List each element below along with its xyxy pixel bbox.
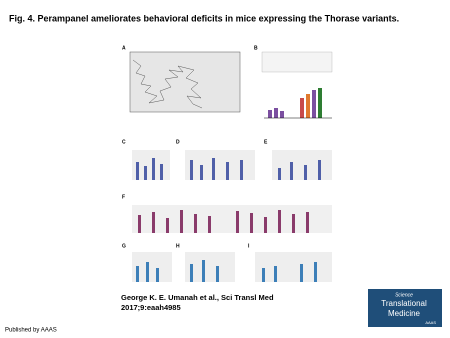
logo-text: Translational [381, 299, 427, 308]
citation: George K. E. Umanah et al., Sci Transl M… [121, 293, 274, 302]
panel-ghi-bars [132, 252, 332, 282]
panel-f-bars [132, 205, 332, 233]
panel-label: D [176, 139, 180, 145]
logo-background [368, 289, 442, 327]
logo-text: Medicine [388, 309, 421, 318]
panel-label: B [254, 45, 258, 51]
panel-a-image [129, 51, 241, 113]
panel-label: A [122, 45, 126, 51]
logo-text: Science [395, 292, 413, 298]
panel-label: G [122, 243, 126, 249]
panel-label: H [176, 243, 180, 249]
panel-label: F [122, 194, 125, 200]
footer: Published by AAAS [5, 328, 57, 334]
panel-b-legend [261, 51, 333, 73]
panel-label: I [248, 243, 250, 249]
panel-label: E [264, 139, 268, 145]
logo-text: AAAS [425, 320, 436, 325]
figure: A B C D E F G H I [118, 44, 338, 292]
slide-title: Fig. 4. Perampanel ameliorates behaviora… [9, 13, 399, 23]
track-lines [132, 59, 203, 109]
panel-b-bars [268, 88, 322, 118]
journal-logo: Science Translational Medicine AAAS [368, 289, 442, 327]
panel-cde-bars [132, 150, 332, 180]
panel-label: C [122, 139, 126, 145]
citation: 2017;9:eaah4985 [121, 303, 181, 312]
